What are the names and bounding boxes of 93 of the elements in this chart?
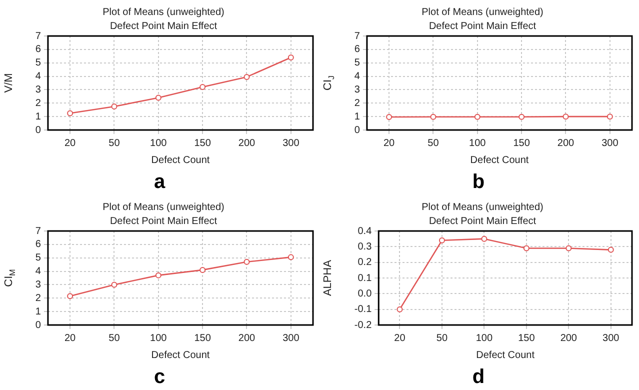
text: d	[471, 366, 486, 388]
x-axis-title: Defect Count	[151, 154, 210, 166]
point	[288, 254, 294, 260]
x-tick-label: 100	[150, 138, 168, 149]
chart-subtitle: Defect Point Main Effect	[428, 216, 536, 227]
text: c	[152, 366, 166, 388]
x-tick-label: 300	[282, 138, 300, 149]
y-tick-label: 6	[354, 44, 360, 56]
point	[200, 266, 206, 273]
point	[111, 104, 118, 110]
y-tick-label: 3	[35, 84, 42, 96]
y-tick-label: 1	[354, 111, 360, 122]
x-axis-title: Defect Count	[476, 350, 535, 361]
y-tick-label: 0.2	[358, 257, 372, 268]
y-tick-label: 5	[354, 58, 360, 69]
y-tick-label: 5	[35, 58, 42, 69]
y-tick-label: 6	[35, 239, 42, 250]
x-tick-label: 100	[476, 332, 493, 344]
y-tick-label: -0.1	[354, 304, 372, 316]
x-tick-label: 150	[194, 332, 212, 344]
point	[288, 54, 294, 60]
point	[396, 306, 403, 312]
point	[244, 74, 250, 80]
x-tick-label: 200	[238, 138, 256, 149]
y-tick-label: 0	[35, 124, 42, 136]
x-tick-label: 20	[383, 138, 396, 149]
y-tick-label: 0.0	[358, 288, 372, 300]
x-tick-label: 50	[428, 138, 440, 149]
y-tick-label: 0.1	[358, 272, 372, 284]
x-tick-label: 150	[518, 332, 536, 344]
x-tick-label: 20	[64, 138, 76, 149]
text: a	[152, 171, 166, 193]
y-tick-label: 1	[35, 111, 42, 122]
y-tick-label: 4	[354, 71, 360, 82]
point	[111, 282, 118, 288]
x-axis-title: Defect Count	[151, 350, 210, 361]
y-tick-label: 7	[35, 30, 42, 42]
point	[481, 236, 488, 242]
point	[200, 84, 206, 90]
x-axis-title: Defect Count	[470, 154, 529, 166]
y-axis-title: CIJ	[322, 76, 336, 90]
y-tick-label: 2	[354, 98, 360, 109]
y-tick-label: 2	[35, 292, 42, 304]
y-tick-label: -0.2	[354, 320, 372, 331]
x-tick-label: 150	[513, 138, 530, 149]
point	[67, 293, 74, 300]
x-tick-label: 50	[108, 332, 120, 344]
point	[67, 110, 74, 116]
point	[608, 246, 614, 253]
y-tick-label: 7	[35, 226, 42, 237]
y-tick-label: 0.4	[358, 226, 372, 237]
point	[155, 272, 162, 278]
x-tick-label: 20	[64, 332, 76, 344]
chart-title: Plot of Means (unweighted)	[102, 6, 224, 18]
y-tick-label: 0.3	[358, 241, 372, 252]
point	[155, 94, 162, 101]
point	[438, 237, 445, 244]
point	[566, 245, 572, 252]
chart-subtitle: Defect Point Main Effect	[110, 20, 218, 32]
x-tick-label: 300	[602, 138, 619, 149]
point	[244, 258, 250, 265]
point	[523, 245, 530, 252]
text: b	[471, 171, 486, 193]
y-tick-label: 5	[35, 252, 42, 264]
x-tick-label: 300	[282, 332, 300, 344]
x-tick-label: 200	[238, 332, 256, 344]
x-tick-label: 100	[150, 332, 168, 344]
x-tick-label: 50	[108, 138, 120, 149]
x-tick-label: 20	[394, 332, 406, 344]
x-tick-label: 200	[560, 332, 578, 344]
y-tick-label: 7	[354, 30, 360, 42]
y-tick-label: 0	[35, 320, 42, 331]
y-tick-label: 1	[35, 306, 42, 318]
chart-subtitle: Defect Point Main Effect	[110, 216, 218, 227]
chart-subtitle: Defect Point Main Effect	[428, 20, 536, 32]
chart-title: Plot of Means (unweighted)	[422, 202, 544, 213]
x-tick-label: 50	[436, 332, 448, 344]
x-tick-label: 100	[469, 138, 486, 149]
y-tick-label: 3	[35, 279, 42, 290]
y-axis-title: CIM	[3, 268, 18, 287]
y-tick-label: 2	[35, 98, 42, 109]
x-tick-label: 150	[194, 138, 212, 149]
y-tick-label: 4	[35, 266, 42, 278]
y-axis-title: V/M	[3, 73, 16, 93]
x-tick-label: 200	[557, 138, 575, 149]
y-axis-title: ALPHA	[322, 259, 334, 296]
chart-title: Plot of Means (unweighted)	[102, 202, 224, 213]
y-tick-label: 3	[354, 84, 360, 96]
y-tick-label: 4	[35, 71, 42, 82]
x-tick-label: 300	[602, 332, 620, 344]
chart-title: Plot of Means (unweighted)	[422, 6, 544, 18]
y-tick-label: 0	[354, 124, 360, 136]
y-tick-label: 6	[35, 44, 42, 56]
